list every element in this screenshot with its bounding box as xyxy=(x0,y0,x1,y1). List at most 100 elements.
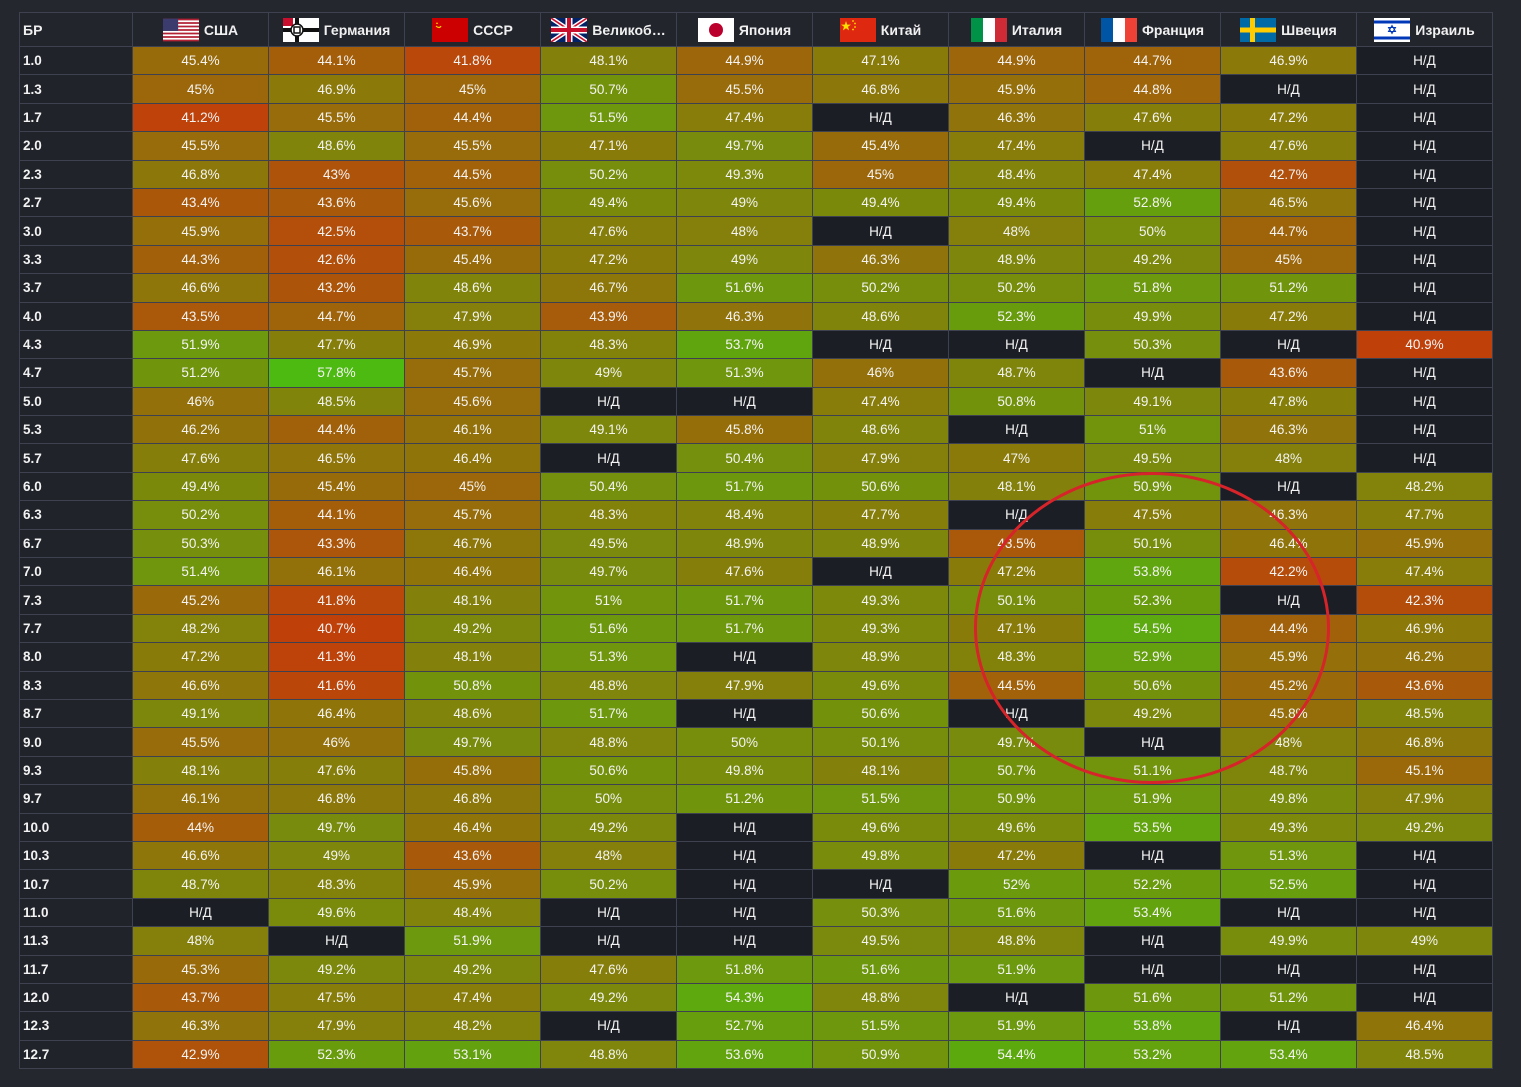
winrate-cell: 47.1% xyxy=(540,131,677,161)
na-cell: Н/Д xyxy=(1084,358,1221,388)
nation-header[interactable]: Израиль xyxy=(1356,12,1493,47)
winrate-cell: 48.7% xyxy=(948,358,1085,388)
winrate-cell: 49.1% xyxy=(1084,386,1221,417)
winrate-cell: 45% xyxy=(404,471,541,502)
winrate-cell: 48.1% xyxy=(132,755,269,786)
winrate-cell: 46.5% xyxy=(268,443,405,473)
winrate-cell: 46% xyxy=(268,727,405,757)
winrate-cell: 48.3% xyxy=(268,869,405,899)
nation-header-content: Япония xyxy=(678,17,812,42)
na-cell: Н/Д xyxy=(268,926,405,956)
winrate-cell: 43.6% xyxy=(268,187,405,218)
na-cell: Н/Д xyxy=(1356,869,1493,899)
winrate-cell: 45.2% xyxy=(1220,670,1357,700)
winrate-cell: 46.2% xyxy=(1356,642,1493,672)
winrate-cell: 49.4% xyxy=(132,471,269,502)
germany-flag-icon xyxy=(282,17,319,42)
table-row: 12.0 43.7% 47.5% 47.4% 49.2% 54.3% 48.8% Н/Д 51.… xyxy=(19,982,1493,1013)
na-cell: Н/Д xyxy=(540,926,677,956)
winrate-cell: 49.3% xyxy=(812,585,949,615)
winrate-cell: 50.7% xyxy=(540,74,677,104)
table-row: 11.7 45.3% 49.2% 49.2% 47.6% 51.8% 51.6% 51.9% Н… xyxy=(19,954,1493,984)
nation-header[interactable]: Германия xyxy=(268,12,405,47)
winrate-cell: 47.7% xyxy=(268,329,405,360)
nation-header-content: Израиль xyxy=(1358,17,1492,42)
winrate-cell: 45.3% xyxy=(132,954,269,984)
winrate-cell: 45.9% xyxy=(948,74,1085,104)
br-cell: 9.0 xyxy=(19,727,133,757)
winrate-cell: 49.4% xyxy=(540,187,677,218)
na-cell: Н/Д xyxy=(540,897,677,928)
nation-header[interactable]: Италия xyxy=(948,12,1085,47)
nation-name: СССР xyxy=(473,21,513,38)
na-cell: Н/Д xyxy=(1220,329,1357,360)
nation-header[interactable]: США xyxy=(132,12,269,47)
br-column-header[interactable]: БР xyxy=(19,12,133,47)
winrate-cell: 50.4% xyxy=(540,471,677,502)
winrate-cell: 45.7% xyxy=(404,500,541,530)
na-cell: Н/Д xyxy=(1356,954,1493,984)
winrate-cell: 47.4% xyxy=(812,386,949,417)
br-cell: 9.3 xyxy=(19,755,133,786)
winrate-cell: 53.8% xyxy=(1084,557,1221,587)
winrate-cell: 47.2% xyxy=(132,642,269,672)
winrate-cell: 48.7% xyxy=(1220,755,1357,786)
winrate-cell: 46.1% xyxy=(404,415,541,445)
table-row: 1.3 45% 46.9% 45% 50.7% 45.5% 46.8% 45.9% 44.8% Н… xyxy=(19,74,1493,104)
winrate-cell: 48% xyxy=(132,926,269,956)
winrate-cell: 48.6% xyxy=(812,415,949,445)
winrate-cell: 47.7% xyxy=(812,500,949,530)
winrate-cell: 51.3% xyxy=(1220,840,1357,871)
winrate-cell: 50.2% xyxy=(540,159,677,189)
nation-header[interactable]: СССР xyxy=(404,12,541,47)
winrate-cell: 44.4% xyxy=(404,102,541,133)
winrate-cell: 48.8% xyxy=(812,982,949,1013)
winrate-cell: 51.2% xyxy=(1220,982,1357,1013)
winrate-cell: 47.7% xyxy=(1356,500,1493,530)
winrate-cell: 51.6% xyxy=(812,954,949,984)
nation-header[interactable]: Китай xyxy=(812,12,949,47)
winrate-cell: 49.1% xyxy=(540,415,677,445)
winrate-cell: 45% xyxy=(812,159,949,189)
winrate-cell: 49.4% xyxy=(812,187,949,218)
winrate-cell: 44.5% xyxy=(948,670,1085,700)
winrate-cell: 49% xyxy=(268,840,405,871)
winrate-cell: 44.8% xyxy=(1084,74,1221,104)
na-cell: Н/Д xyxy=(1356,102,1493,133)
winrate-cell: 47.4% xyxy=(676,102,813,133)
nation-header[interactable]: Япония xyxy=(676,12,813,47)
na-cell: Н/Д xyxy=(1220,1011,1357,1041)
nation-header[interactable]: Великоб… xyxy=(540,12,677,47)
nation-header[interactable]: Швеция xyxy=(1220,12,1357,47)
br-cell: 1.7 xyxy=(19,102,133,133)
winrate-cell: 48% xyxy=(1220,727,1357,757)
table-row: 10.7 48.7% 48.3% 45.9% 50.2% Н/Д Н/Д 52% 52.2% 52… xyxy=(19,869,1493,899)
na-cell: Н/Д xyxy=(1356,187,1493,218)
winrate-cell: 43.7% xyxy=(132,982,269,1013)
nation-header-content: СССР xyxy=(406,17,540,42)
na-cell: Н/Д xyxy=(1220,585,1357,615)
br-cell: 8.7 xyxy=(19,698,133,729)
nation-header-content: США xyxy=(134,18,268,42)
br-cell: 2.3 xyxy=(19,159,133,189)
na-cell: Н/Д xyxy=(948,415,1085,445)
winrate-cell: 53.7% xyxy=(676,329,813,360)
winrate-cell: 41.8% xyxy=(404,45,541,76)
winrate-cell: 49.7% xyxy=(268,812,405,842)
winrate-cell: 48.4% xyxy=(676,500,813,530)
na-cell: Н/Д xyxy=(1084,840,1221,871)
winrate-cell: 49.7% xyxy=(676,131,813,161)
br-cell: 7.3 xyxy=(19,585,133,615)
na-cell: Н/Д xyxy=(1356,982,1493,1013)
winrate-cell: 51.2% xyxy=(132,358,269,388)
winrate-cell: 48.1% xyxy=(404,642,541,672)
br-cell: 5.0 xyxy=(19,386,133,417)
na-cell: Н/Д xyxy=(1356,358,1493,388)
winrate-cell: 49% xyxy=(540,358,677,388)
winrate-cell: 54.3% xyxy=(676,982,813,1013)
nation-header[interactable]: Франция xyxy=(1084,12,1221,47)
winrate-cell: 48.4% xyxy=(948,159,1085,189)
winrate-cell: 48.6% xyxy=(812,301,949,331)
na-cell: Н/Д xyxy=(676,926,813,956)
winrate-cell: 49.7% xyxy=(948,727,1085,757)
